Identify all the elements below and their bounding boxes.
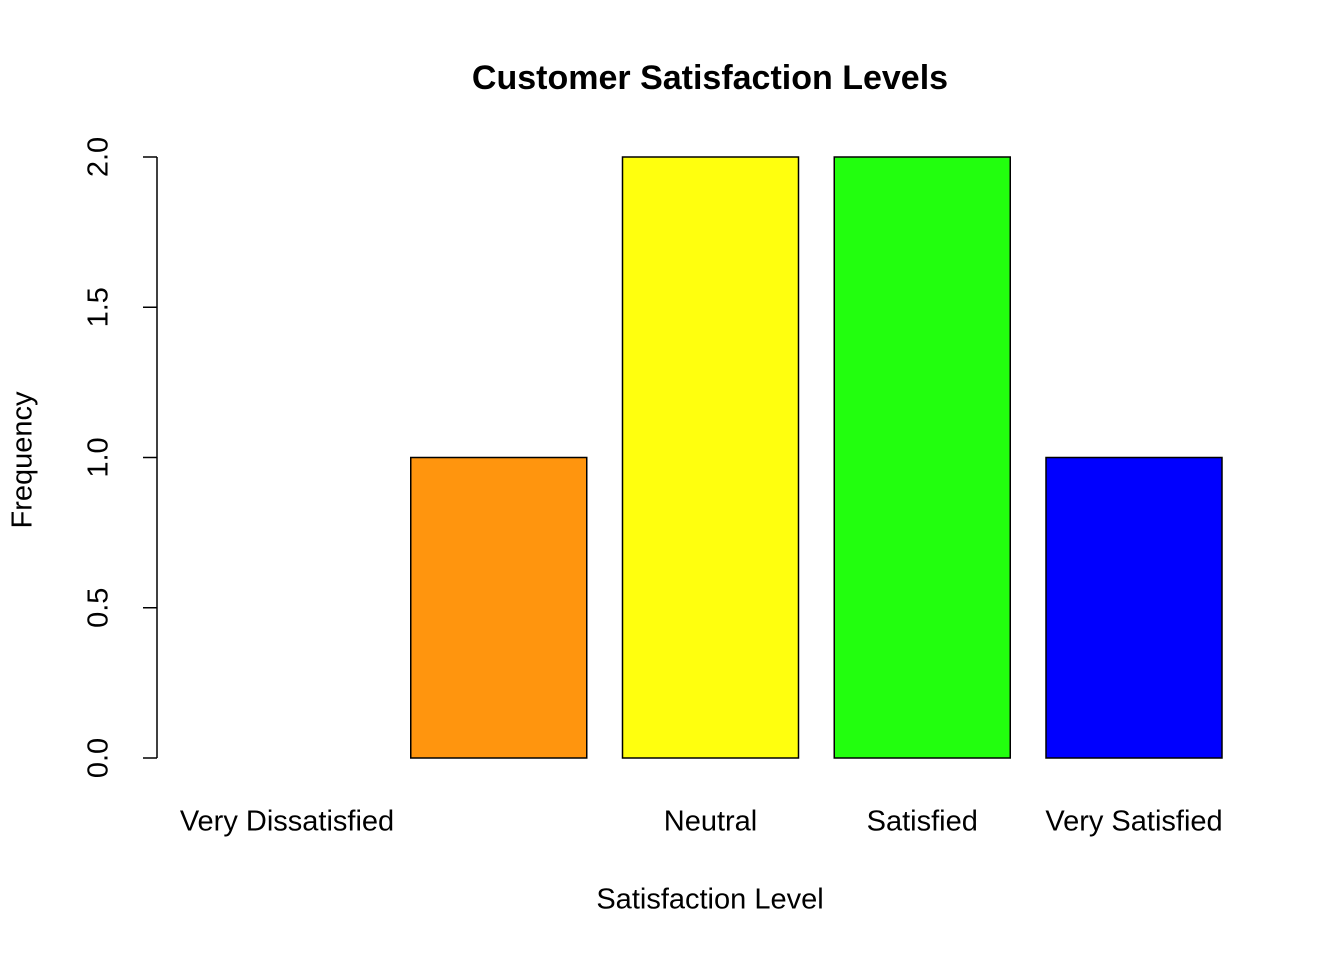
x-axis-label: Satisfaction Level: [596, 884, 823, 916]
y-tick-label: 0.0: [83, 738, 115, 778]
y-tick-label: 1.5: [83, 287, 115, 327]
bar: [833, 156, 1011, 759]
chart-title: Customer Satisfaction Levels: [472, 59, 948, 97]
x-tick-label: Very Satisfied: [1045, 806, 1222, 838]
x-tick-label: Very Dissatisfied: [180, 806, 394, 838]
y-tick-label: 0.5: [83, 588, 115, 628]
bar: [410, 456, 588, 759]
y-tick-label: 1.0: [83, 437, 115, 477]
y-tick-label: 2.0: [83, 137, 115, 177]
bar: [621, 156, 800, 759]
x-tick-label: Satisfied: [867, 806, 978, 838]
bar: [1045, 456, 1223, 759]
y-axis-label: Frequency: [7, 391, 39, 529]
x-tick-label: Neutral: [664, 806, 758, 838]
